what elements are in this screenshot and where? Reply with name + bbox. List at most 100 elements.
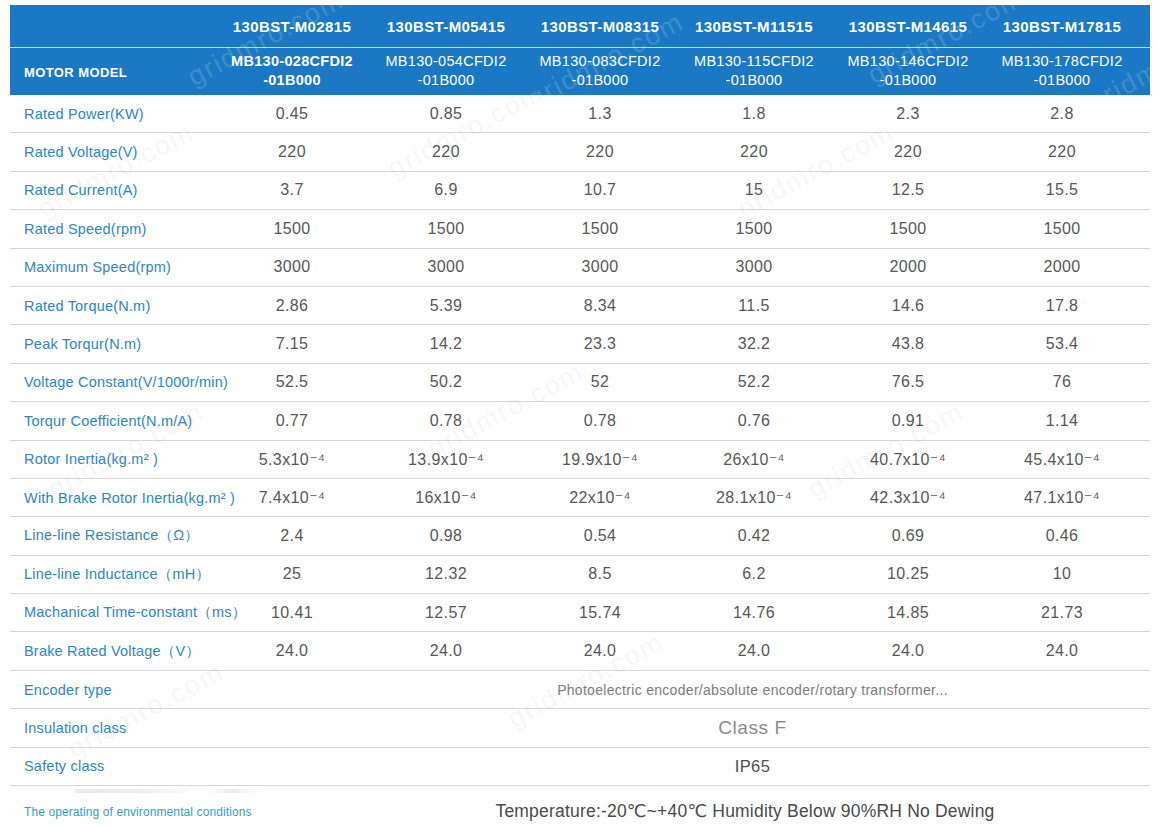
spec-value: 5.39 [369, 297, 523, 315]
model-code-line1: MB130-054CFDI2 [385, 52, 506, 71]
model-code: MB130-083CFDI2 -01B000 [523, 47, 677, 95]
model-column-header: 130BST-M08315 MB130-083CFDI2 -01B000 [523, 5, 677, 95]
spec-value: 0.69 [831, 527, 985, 545]
spec-value: 21.73 [985, 604, 1139, 622]
spec-value: 15.5 [985, 181, 1139, 199]
spec-value: 24.0 [215, 642, 369, 660]
spec-value: 220 [369, 143, 523, 161]
spec-row: Voltage Constant(V/1000r/min) 52.5 50.2 … [10, 364, 1150, 402]
spec-row: Peak Torqur(N.m) 7.15 14.2 23.3 32.2 43.… [10, 325, 1150, 363]
spec-row: Machanical Time-constant（ms） 10.41 12.57… [10, 594, 1150, 632]
model-code-line1: MB130-028CFDI2 [231, 52, 353, 71]
spec-value: 13.9x10⁻⁴ [369, 450, 523, 469]
spec-value: 52.2 [677, 373, 831, 391]
spec-value: 3000 [215, 258, 369, 276]
spec-row: Brake Rated Voltage（V） 24.0 24.0 24.0 24… [10, 632, 1150, 670]
spec-label: Line-line Inductance（mH） [10, 565, 215, 584]
model-series-name: 130BST-M02815 [215, 5, 369, 47]
spec-value: 7.15 [215, 335, 369, 353]
spec-value: 2.4 [215, 527, 369, 545]
spec-row: Rated Speed(rpm) 1500 1500 1500 1500 150… [10, 210, 1150, 248]
spec-value: 24.0 [677, 642, 831, 660]
spec-row: Rated Power(KW) 0.45 0.85 1.3 1.8 2.3 2.… [10, 95, 1150, 133]
model-code-line2: -01B000 [263, 71, 321, 90]
ghost-row [10, 786, 1150, 798]
spec-value: 23.3 [523, 335, 677, 353]
spec-value: 8.34 [523, 297, 677, 315]
spec-value: 14.2 [369, 335, 523, 353]
model-series-name: 130BST-M08315 [523, 5, 677, 47]
model-code: MB130-146CFDI2 -01B000 [831, 47, 985, 95]
model-series-name: 130BST-M17815 [985, 5, 1139, 47]
spec-value: 0.54 [523, 527, 677, 545]
spec-value: 8.5 [523, 565, 677, 583]
ghost-row-smudge [75, 789, 260, 793]
model-code: MB130-054CFDI2 -01B000 [369, 47, 523, 95]
spec-value: 76.5 [831, 373, 985, 391]
spec-row-merged: Encoder type Photoelectric encoder/absol… [10, 671, 1150, 709]
spec-value: 1.8 [677, 105, 831, 123]
spec-value: 14.6 [831, 297, 985, 315]
spec-row-merged: Safety class IP65 [10, 748, 1150, 786]
model-code: MB130-178CFDI2 -01B000 [985, 47, 1139, 95]
spec-value: 5.3x10⁻⁴ [215, 450, 369, 469]
spec-merged-value: IP65 [215, 757, 1150, 776]
spec-value: 14.76 [677, 604, 831, 622]
motor-model-label-cell: MOTOR MODEL [10, 5, 215, 95]
spec-row-merged: Insulation class Class F [10, 709, 1150, 747]
spec-value: 6.9 [369, 181, 523, 199]
spec-label: Safety class [10, 758, 215, 774]
spec-label: Torqur Coefficient(N.m/A) [10, 413, 215, 429]
spec-value: 12.57 [369, 604, 523, 622]
spec-value: 10.7 [523, 181, 677, 199]
model-column-header: 130BST-M02815 MB130-028CFDI2 -01B000 [215, 5, 369, 95]
header-divider [10, 47, 1150, 48]
model-code-line2: -01B000 [726, 71, 783, 90]
spec-value: 0.91 [831, 412, 985, 430]
model-series-name: 130BST-M05415 [369, 5, 523, 47]
spec-value: 24.0 [831, 642, 985, 660]
spec-row: Torqur Coefficient(N.m/A) 0.77 0.78 0.78… [10, 402, 1150, 440]
motor-spec-sheet: gridmro.comgridmro.comgridmro.comgridmro… [0, 5, 1160, 826]
spec-value: 47.1x10⁻⁴ [985, 488, 1139, 507]
spec-value: 3000 [523, 258, 677, 276]
spec-value: 19.9x10⁻⁴ [523, 450, 677, 469]
motor-model-label: MOTOR MODEL [24, 65, 127, 80]
spec-value: 1500 [215, 220, 369, 238]
spec-value: 26x10⁻⁴ [677, 450, 831, 469]
spec-value: 52.5 [215, 373, 369, 391]
spec-value: 220 [677, 143, 831, 161]
spec-label: Rated Torque(N.m) [10, 298, 215, 314]
table-body: Rated Power(KW) 0.45 0.85 1.3 1.8 2.3 2.… [10, 95, 1150, 786]
spec-value: 6.2 [677, 565, 831, 583]
spec-value: 3000 [677, 258, 831, 276]
spec-value: 0.78 [369, 412, 523, 430]
spec-value: 2.3 [831, 105, 985, 123]
spec-label: Rated Power(KW) [10, 106, 215, 122]
spec-value: 0.77 [215, 412, 369, 430]
model-series-name: 130BST-M14615 [831, 5, 985, 47]
model-code-line2: -01B000 [418, 71, 475, 90]
spec-value: 12.5 [831, 181, 985, 199]
spec-value: 1500 [523, 220, 677, 238]
environment-label: The operating of environmental condition… [10, 805, 340, 819]
spec-value: 1.14 [985, 412, 1139, 430]
spec-row: Maximum Speed(rpm) 3000 3000 3000 3000 2… [10, 249, 1150, 287]
spec-label: Line-line Resistance（Ω） [10, 526, 215, 545]
spec-value: 52 [523, 373, 677, 391]
spec-value: 3.7 [215, 181, 369, 199]
spec-label: Brake Rated Voltage（V） [10, 642, 215, 661]
spec-value: 28.1x10⁻⁴ [677, 488, 831, 507]
spec-value: 76 [985, 373, 1139, 391]
spec-label: Machanical Time-constant（ms） [10, 603, 215, 622]
model-code-line1: MB130-178CFDI2 [1001, 52, 1122, 71]
spec-value: 1.3 [523, 105, 677, 123]
spec-value: 25 [215, 565, 369, 583]
model-code-line1: MB130-115CFDI2 [694, 52, 814, 71]
model-series-name: 130BST-M11515 [677, 5, 831, 47]
spec-value: 2000 [831, 258, 985, 276]
spec-value: 10.25 [831, 565, 985, 583]
spec-value: 2.8 [985, 105, 1139, 123]
spec-value: 0.78 [523, 412, 677, 430]
model-code-line1: MB130-083CFDI2 [539, 52, 660, 71]
